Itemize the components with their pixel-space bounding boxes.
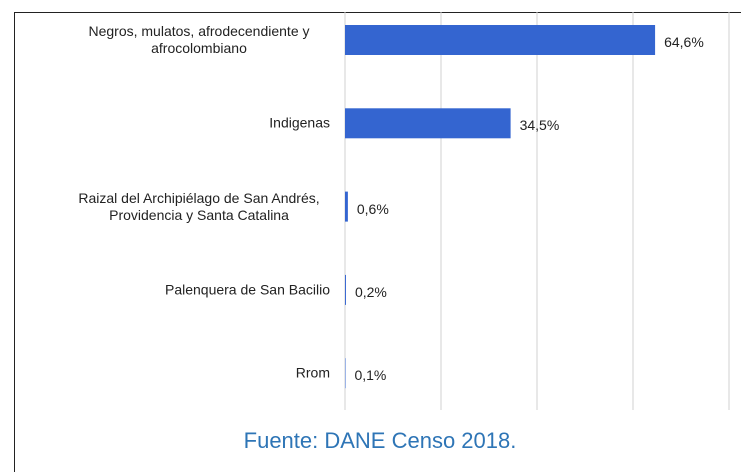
category-label: Indigenas [60,115,330,132]
category-text: Rrom [296,365,330,382]
value-label: 64,6% [664,34,704,50]
category-text: Indigenas [269,115,330,132]
category-text: Negros, mulatos, afrodecendiente y afroc… [68,23,330,57]
category-label: Raizal del Archipiélago de San Andrés, P… [60,190,330,224]
value-label: 0,6% [357,201,389,217]
value-label: 34,5% [520,117,560,133]
category-text: Palenquera de San Bacilio [165,281,330,298]
value-label: 0,1% [354,367,386,383]
bar [345,25,655,55]
chart: Fuente: DANE Censo 2018. Negros, mulatos… [0,0,741,462]
value-label: 0,2% [355,284,387,300]
category-text: Raizal del Archipiélago de San Andrés, P… [68,190,330,224]
category-label: Rrom [60,365,330,382]
bar [345,108,511,138]
source-note: Fuente: DANE Censo 2018. [0,428,741,454]
category-label: Palenquera de San Bacilio [60,281,330,298]
bar [345,192,348,222]
bar [345,275,346,305]
plot [0,0,741,462]
category-label: Negros, mulatos, afrodecendiente y afroc… [60,23,330,57]
